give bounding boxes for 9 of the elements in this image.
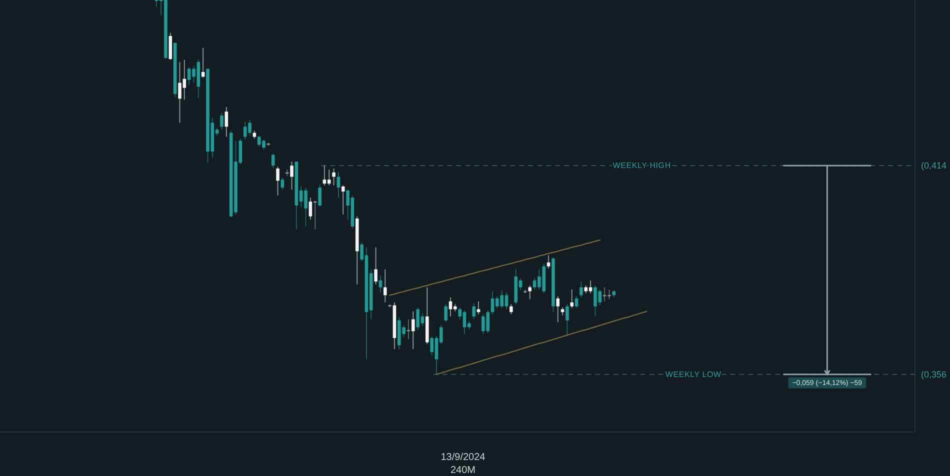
- y-tick-label: (0,356: [921, 369, 947, 380]
- text: 240M: [450, 465, 476, 476]
- y-tick-label: (0,414: [921, 160, 947, 170]
- text: 13/9/2024: [440, 452, 486, 463]
- line-series: [389, 240, 600, 296]
- ref-line-label: WEEKLY LOW: [665, 370, 722, 379]
- candlestick: [154, 0, 158, 8]
- line-series: [436, 310, 648, 375]
- ref-line-label: WEEKLY HIGH: [612, 161, 671, 170]
